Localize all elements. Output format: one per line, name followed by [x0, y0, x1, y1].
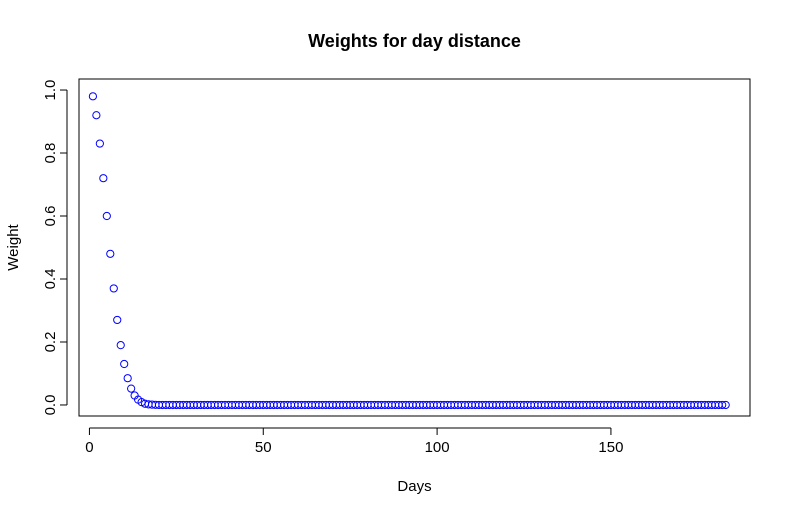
data-point: [721, 400, 730, 410]
data-point: [88, 92, 98, 101]
x-tick-label: 50: [255, 439, 272, 456]
y-tick-label: 0.4: [42, 269, 59, 290]
y-tick-label: 0.6: [42, 206, 59, 227]
plot-area-frame: [78, 78, 751, 417]
data-point: [113, 315, 122, 325]
x-axis-label: Days: [397, 478, 431, 495]
data-point: [123, 374, 132, 383]
y-tick-label: 0.2: [42, 332, 59, 353]
chart-title: Weights for day distance: [308, 31, 521, 51]
y-tick-label: 0.8: [42, 143, 59, 164]
y-axis-label: Weight: [5, 223, 22, 270]
y-tick-label: 1.0: [42, 80, 59, 101]
data-points: [88, 92, 730, 410]
x-tick-label: 100: [425, 439, 450, 456]
data-point: [109, 284, 118, 293]
data-point: [92, 111, 101, 120]
y-axis: 0.0 0.2 0.4 0.6 0.8 1.0: [42, 80, 68, 416]
data-point: [120, 359, 129, 369]
x-axis: 0 50 100 150: [85, 427, 623, 456]
y-tick-label: 0.0: [42, 395, 59, 416]
data-point: [102, 211, 111, 221]
data-point: [718, 400, 727, 410]
data-point: [127, 384, 136, 393]
x-tick-label: 0: [85, 439, 93, 456]
x-tick-label: 150: [598, 439, 623, 456]
data-point: [99, 174, 108, 183]
data-point: [116, 341, 125, 350]
data-point: [106, 249, 115, 258]
data-point: [95, 139, 104, 148]
